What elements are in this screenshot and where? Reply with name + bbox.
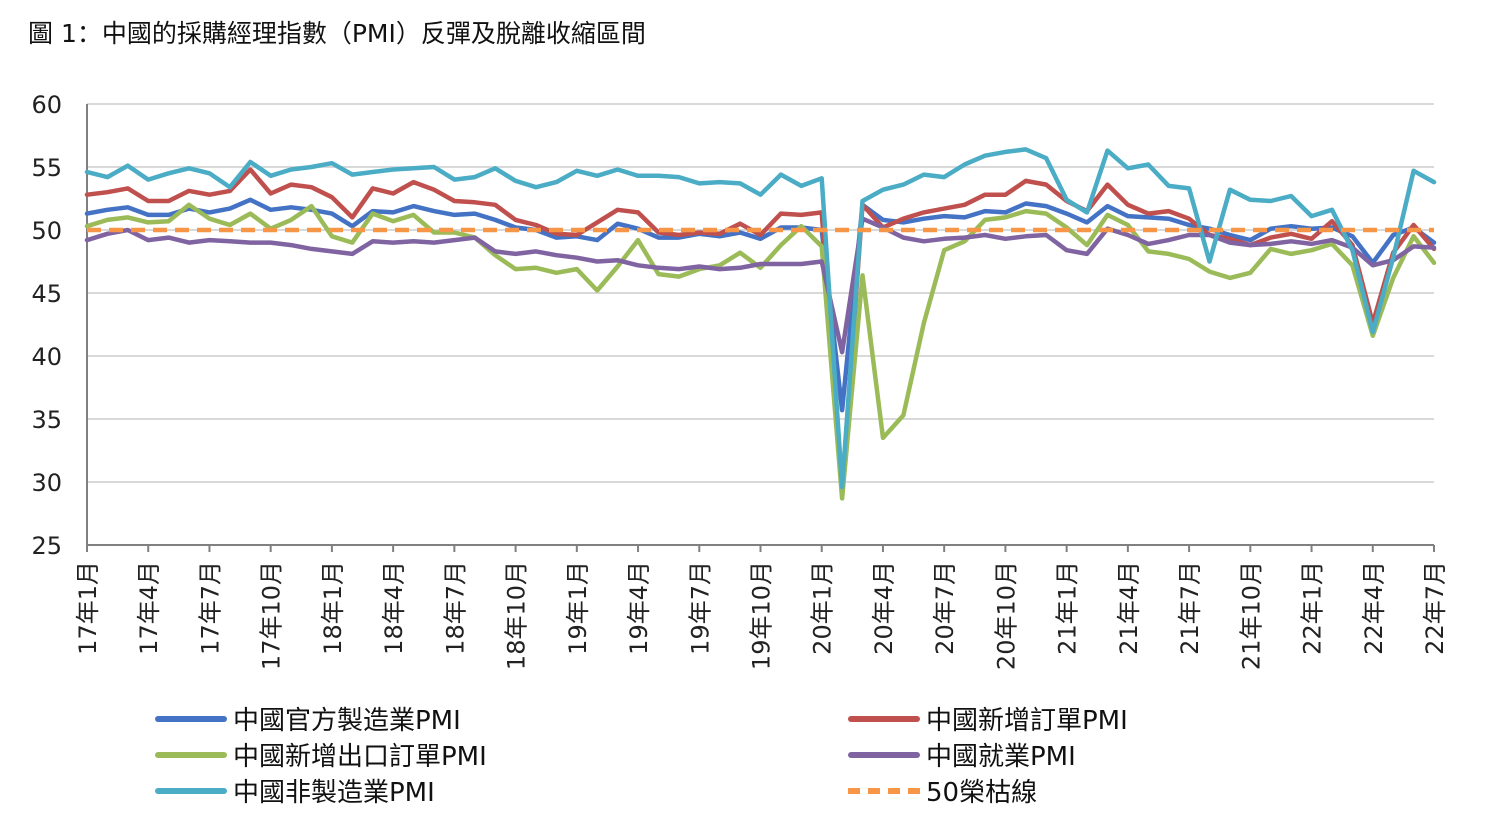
y-tick-label: 25 bbox=[31, 532, 62, 560]
x-tick-label: 18年4月 bbox=[380, 561, 408, 655]
x-tick-label: 20年10月 bbox=[992, 561, 1020, 670]
y-tick-label: 40 bbox=[31, 343, 62, 371]
y-tick-label: 30 bbox=[31, 469, 62, 497]
x-tick-label: 17年4月 bbox=[135, 561, 163, 655]
x-tick-label: 20年4月 bbox=[870, 561, 898, 655]
series-line-4 bbox=[84, 147, 1437, 490]
y-tick-label: 45 bbox=[31, 280, 62, 308]
x-tick-label: 19年7月 bbox=[686, 561, 714, 655]
y-tick-label: 55 bbox=[31, 154, 62, 182]
x-tick-label: 21年1月 bbox=[1054, 561, 1082, 655]
x-tick-label: 17年10月 bbox=[258, 561, 286, 670]
x-tick-label: 22年1月 bbox=[1299, 561, 1327, 655]
series-line-3 bbox=[84, 216, 1437, 355]
y-tick-label: 60 bbox=[31, 91, 62, 119]
x-tick-label: 19年10月 bbox=[748, 561, 776, 670]
y-tick-label: 35 bbox=[31, 406, 62, 434]
x-tick-label: 21年10月 bbox=[1237, 561, 1265, 670]
x-axis: 17年1月 17年4月 17年7月 17年10月 18年1月 18年4月 18年7月 18年1… bbox=[74, 544, 1449, 670]
grid-lines bbox=[87, 103, 1434, 483]
series-lines bbox=[84, 147, 1437, 501]
page-title: 圖 1：中國的採購經理指數（PMI）反彈及脫離收縮區間 bbox=[28, 19, 646, 48]
x-tick-label: 22年7月 bbox=[1421, 561, 1449, 655]
x-tick-label: 18年1月 bbox=[319, 561, 347, 655]
x-tick-label: 18年7月 bbox=[441, 561, 469, 655]
series-line-1 bbox=[84, 167, 1437, 494]
y-axis: 60 55 50 45 40 35 30 25 bbox=[31, 91, 88, 560]
x-tick-label: 21年4月 bbox=[1115, 561, 1143, 655]
x-tick-label: 20年1月 bbox=[809, 561, 837, 655]
x-tick-label: 19年4月 bbox=[625, 561, 653, 655]
x-tick-label: 17年7月 bbox=[196, 561, 224, 655]
x-tick-label: 17年1月 bbox=[74, 561, 102, 655]
x-tick-label: 20年7月 bbox=[931, 561, 959, 655]
series-line-2 bbox=[84, 202, 1437, 501]
y-tick-label: 50 bbox=[31, 217, 62, 245]
x-tick-label: 21年7月 bbox=[1176, 561, 1204, 655]
x-tick-label: 18年10月 bbox=[503, 561, 531, 670]
x-tick-label: 22年4月 bbox=[1360, 561, 1388, 655]
x-tick-label: 19年1月 bbox=[564, 561, 592, 655]
